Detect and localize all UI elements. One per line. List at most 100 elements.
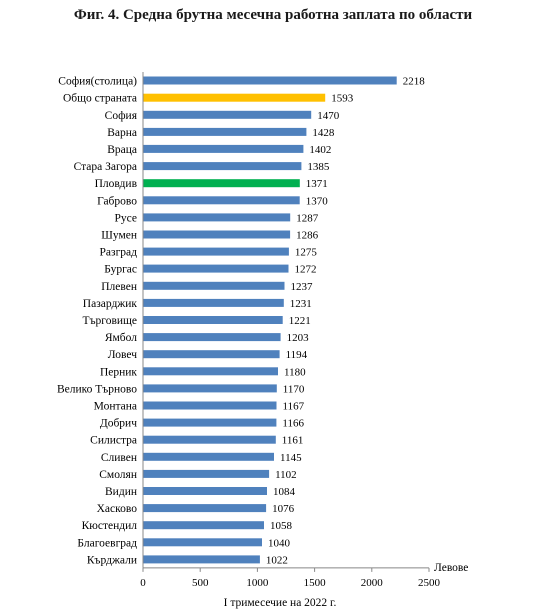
category-label: Сливен <box>101 452 137 464</box>
category-label: Хасково <box>97 503 138 515</box>
x-tick-label: 1000 <box>246 577 269 589</box>
bar <box>143 555 260 564</box>
category-label: София(столица) <box>58 76 137 88</box>
value-label: 1084 <box>273 486 296 498</box>
value-label: 1076 <box>272 503 295 515</box>
x-tick-label: 500 <box>192 577 209 589</box>
bar <box>143 281 285 290</box>
category-label: Варна <box>107 127 137 139</box>
bar <box>143 350 280 359</box>
value-label: 1428 <box>312 127 335 139</box>
value-label: 1370 <box>306 195 329 207</box>
bar <box>143 504 267 513</box>
bar <box>143 367 278 376</box>
category-label: Пазарджик <box>83 298 138 310</box>
bars-group <box>143 76 397 564</box>
bar <box>143 487 267 495</box>
value-label: 1470 <box>317 110 340 122</box>
value-label: 1167 <box>283 401 305 413</box>
bar <box>143 401 277 410</box>
bar <box>143 264 289 273</box>
value-label: 1194 <box>286 349 308 361</box>
x-tick-label: 2500 <box>418 577 441 589</box>
unit-label: Левове <box>434 562 468 574</box>
bar <box>143 76 397 85</box>
bar <box>143 127 307 136</box>
value-labels: 2218 1593 1470 1428 1402 1385 1371 1370 1287 1286… <box>266 76 425 567</box>
value-label: 1221 <box>289 315 311 327</box>
value-label: 1022 <box>266 554 288 566</box>
x-tick-label: 1500 <box>304 577 327 589</box>
bar <box>143 298 284 307</box>
bar <box>143 93 326 102</box>
value-label: 1371 <box>306 178 328 190</box>
category-label: Ловеч <box>108 349 137 361</box>
category-label: Видин <box>105 486 137 498</box>
category-label: Добрич <box>100 418 137 430</box>
category-label: Общо страната <box>63 93 137 105</box>
value-label: 1180 <box>284 366 306 378</box>
bar <box>143 538 262 547</box>
category-label: Плевен <box>101 281 137 293</box>
category-label: Ямбол <box>105 332 137 344</box>
value-label: 1203 <box>287 332 310 344</box>
value-label: 1040 <box>268 537 291 549</box>
x-tick-label: 0 <box>140 577 146 589</box>
x-tick-label: 2000 <box>361 577 384 589</box>
value-label: 2218 <box>403 76 426 88</box>
category-label: Перник <box>100 366 137 378</box>
value-label: 1287 <box>296 212 319 224</box>
value-label: 1161 <box>282 435 304 447</box>
bar <box>143 179 300 188</box>
value-label: 1275 <box>295 247 318 259</box>
value-label: 1385 <box>307 161 330 173</box>
value-label: 1170 <box>283 383 305 395</box>
chart-title: Фиг. 4. Средна брутна месечна работна за… <box>73 7 473 23</box>
category-label: Смолян <box>99 469 137 481</box>
value-label: 1237 <box>291 281 314 293</box>
bar <box>143 213 291 222</box>
bar <box>143 521 264 530</box>
category-label: Силистра <box>90 435 137 447</box>
category-label: Стара Загора <box>74 161 137 173</box>
bar <box>143 333 281 342</box>
category-label: Монтана <box>94 401 137 413</box>
category-label: София <box>105 110 138 122</box>
bar <box>143 196 300 205</box>
bar <box>143 452 274 461</box>
category-label: Велико Търново <box>57 383 137 395</box>
value-label: 1272 <box>295 264 317 276</box>
category-label: Пловдив <box>95 178 138 190</box>
category-label: Търговище <box>83 315 137 327</box>
value-label: 1058 <box>270 520 293 532</box>
category-label: Габрово <box>97 195 137 207</box>
bar <box>143 316 283 324</box>
value-label: 1102 <box>275 469 297 481</box>
value-label: 1402 <box>309 144 331 156</box>
bar <box>143 384 277 393</box>
value-label: 1231 <box>290 298 312 310</box>
x-axis-label: I тримесечие на 2022 г. <box>224 597 337 609</box>
bar <box>143 110 312 119</box>
bar <box>143 418 277 427</box>
value-label: 1593 <box>331 93 354 105</box>
bar <box>143 144 304 153</box>
category-label: Шумен <box>101 230 137 242</box>
category-label: Кърджали <box>87 554 137 566</box>
category-label: Русе <box>115 212 138 224</box>
bar <box>143 162 302 171</box>
category-label: Враца <box>107 144 137 156</box>
category-labels: София(столица) Общо страната София Варна Вра… <box>57 76 138 567</box>
category-label: Бургас <box>104 264 137 276</box>
value-label: 1286 <box>296 230 319 242</box>
bar <box>143 247 289 256</box>
value-label: 1166 <box>282 418 304 430</box>
category-label: Разград <box>100 247 138 259</box>
x-axis: 0 500 1000 1500 2000 2500 <box>140 72 441 589</box>
category-label: Кюстендил <box>82 520 138 532</box>
value-label: 1145 <box>280 452 302 464</box>
category-label: Благоевград <box>77 537 137 549</box>
bar <box>143 435 276 444</box>
bar <box>143 469 270 478</box>
